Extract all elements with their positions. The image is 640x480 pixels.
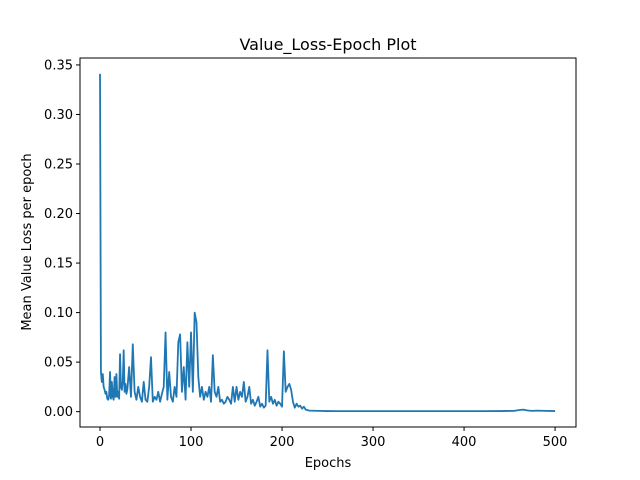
x-tick-label: 300: [361, 435, 386, 450]
y-tick-label: 0.30: [44, 108, 73, 123]
x-tick-label: 0: [96, 435, 104, 450]
x-tick-label: 500: [543, 435, 568, 450]
y-tick-label: 0.10: [44, 306, 73, 321]
plot-area: 0 100 200 300 400 500 0.00 0.05 0.10 0.15 0.20 0.25…: [44, 57, 577, 450]
y-tick-label: 0.00: [44, 405, 73, 420]
series-line-0: [99, 73, 556, 413]
x-tick-label: 100: [179, 435, 204, 450]
y-tick-label: 0.25: [44, 157, 73, 172]
y-tick-label: 0.15: [44, 257, 73, 272]
x-tick-label: 200: [270, 435, 295, 450]
plot-frame: [79, 57, 577, 428]
x-axis-label: Epochs: [305, 456, 352, 471]
y-tick-label: 0.20: [44, 207, 73, 222]
y-tick-label: 0.05: [44, 356, 73, 371]
x-tick-label: 400: [452, 435, 477, 450]
y-tick-label: 0.35: [44, 58, 73, 73]
chart-title: Value_Loss-Epoch Plot: [239, 35, 416, 55]
y-axis-label: Mean Value Loss per epoch: [20, 153, 35, 330]
